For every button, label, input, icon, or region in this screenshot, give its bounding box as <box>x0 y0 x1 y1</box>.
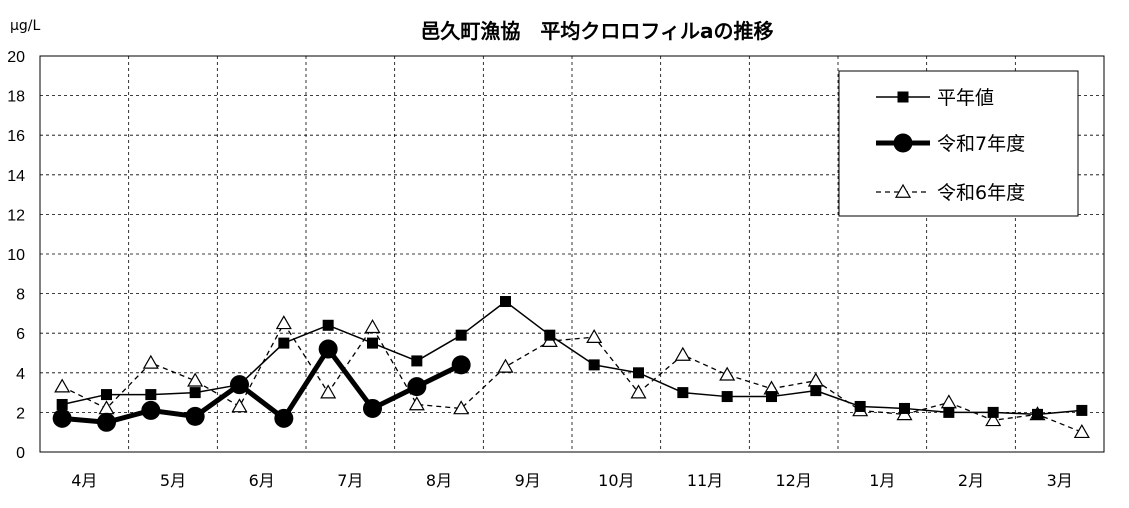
point-marker-triangle <box>275 315 292 330</box>
point-marker-triangle <box>586 328 603 344</box>
legend-label: 令和7年度 <box>937 133 1025 155</box>
point-marker-circle <box>97 412 116 432</box>
point-marker-circle <box>185 406 205 426</box>
point-marker-triangle <box>364 319 381 334</box>
point-marker-triangle <box>187 372 204 387</box>
point-marker-square <box>1032 408 1043 420</box>
point-marker-square <box>899 402 910 414</box>
legend-label: 平年値 <box>937 87 994 109</box>
point-marker-square <box>897 91 909 103</box>
y-unit-label: μg/L <box>10 18 41 34</box>
point-marker-square <box>101 389 112 401</box>
point-marker-circle <box>407 377 427 397</box>
y-tick-label: 4 <box>16 366 25 383</box>
y-tick-label: 10 <box>7 247 25 264</box>
x-tick-label: 4月 <box>71 471 97 490</box>
point-marker-square <box>721 391 733 403</box>
point-marker-triangle <box>894 183 912 198</box>
point-marker-triangle <box>985 412 1002 427</box>
point-marker-square <box>278 337 290 349</box>
y-tick-label: 20 <box>7 49 25 66</box>
x-tick-label: 10月 <box>598 471 634 490</box>
point-marker-triangle <box>320 384 337 399</box>
point-marker-square <box>987 406 999 418</box>
point-marker-circle <box>141 400 161 420</box>
point-marker-square <box>322 319 334 331</box>
y-tick-label: 2 <box>16 405 25 422</box>
axes: 0 2 4 6 8 10 12 14 16 18 20 4月 5月 6月 7月 8月 9月 10月 11月 12月 1月… <box>7 49 1105 490</box>
point-marker-triangle <box>940 394 957 409</box>
point-marker-square <box>367 337 378 349</box>
point-marker-circle <box>363 398 382 418</box>
point-marker-circle <box>52 408 72 428</box>
series-2 <box>54 315 1090 439</box>
point-marker-square <box>189 387 201 399</box>
x-tick-label: 8月 <box>426 471 452 490</box>
point-marker-square <box>943 406 955 418</box>
point-marker-square <box>56 398 68 410</box>
point-marker-triangle <box>630 384 647 399</box>
series-line <box>61 346 463 425</box>
x-tick-label: 11月 <box>687 471 723 490</box>
point-marker-circle <box>230 375 249 395</box>
y-tick-label: 12 <box>7 207 25 224</box>
x-tick-label: 7月 <box>337 471 363 490</box>
point-marker-triangle <box>674 346 691 361</box>
x-tick-label: 2月 <box>958 471 984 490</box>
point-marker-triangle <box>719 366 736 381</box>
point-marker-circle <box>274 408 294 428</box>
point-marker-triangle <box>497 358 514 373</box>
y-tick-label: 16 <box>7 128 25 145</box>
chart-title: 邑久町漁協 平均クロロフィルaの推移 <box>420 19 773 43</box>
plot-frame <box>39 55 1105 453</box>
y-tick-label: 18 <box>7 89 25 106</box>
point-marker-triangle <box>1073 423 1090 439</box>
legend-label: 令和6年度 <box>937 182 1025 204</box>
point-marker-square <box>1076 404 1088 416</box>
point-marker-square <box>766 391 777 403</box>
point-marker-circle <box>318 339 338 359</box>
x-tick-label: 12月 <box>775 471 811 490</box>
point-marker-triangle <box>54 378 71 393</box>
y-tick-label: 14 <box>7 168 25 185</box>
point-marker-square <box>588 359 600 371</box>
y-tick-label: 8 <box>16 287 25 304</box>
point-marker-square <box>633 367 644 379</box>
y-tick-label: 0 <box>16 445 25 462</box>
series-layer <box>52 296 1090 439</box>
point-marker-square <box>145 389 157 401</box>
point-marker-square <box>677 387 689 399</box>
point-marker-triangle <box>453 400 470 415</box>
x-tick-label: 3月 <box>1047 471 1073 490</box>
point-marker-triangle <box>807 372 824 387</box>
x-tick-label: 6月 <box>249 471 275 490</box>
point-marker-square <box>500 296 511 308</box>
y-tick-label: 6 <box>16 326 25 343</box>
series-1 <box>52 339 471 432</box>
point-marker-square <box>411 355 423 367</box>
x-tick-label: 9月 <box>515 471 541 490</box>
point-marker-triangle <box>408 396 425 411</box>
point-marker-square <box>455 329 467 341</box>
point-marker-circle <box>893 133 913 153</box>
point-marker-square <box>544 329 556 341</box>
x-tick-label: 1月 <box>869 471 895 490</box>
point-marker-square <box>810 385 822 397</box>
point-marker-triangle <box>142 354 159 369</box>
point-marker-circle <box>451 355 471 375</box>
point-marker-triangle <box>231 398 248 413</box>
x-tick-label: 5月 <box>160 471 186 490</box>
point-marker-square <box>854 400 866 412</box>
